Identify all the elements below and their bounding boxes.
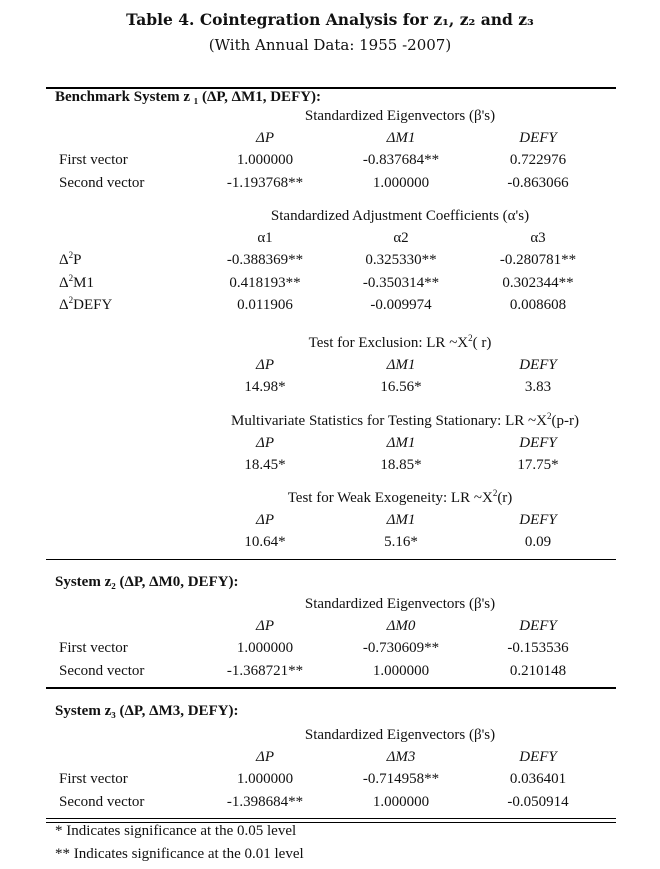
table-cell: 0.011906	[237, 297, 293, 313]
column-header: ΔM3	[386, 749, 416, 765]
table-cell: 1.000000	[372, 662, 430, 679]
row-label: First vector	[59, 152, 128, 168]
column-header: DEFY	[519, 357, 557, 373]
column-header: DEFY	[519, 435, 557, 451]
bottom-rule	[46, 822, 616, 823]
table-cell: 1.000000	[236, 771, 294, 787]
column-header: ΔM1	[386, 435, 416, 451]
column-header: ΔM1	[386, 512, 416, 528]
table-cell: 0.722976	[509, 152, 567, 168]
table-cell: 0.008608	[509, 297, 567, 313]
table-cell: -0.350314**	[362, 274, 440, 291]
system-heading: Benchmark System z ₁ (ΔP, ΔM1, DEFY):	[55, 89, 322, 105]
block-subtitle: Test for Weak Exogeneity: LR ~X2(r)	[287, 488, 513, 507]
table-cell: 5.16*	[384, 534, 418, 550]
block-subtitle: Test for Exclusion: LR ~X2( r)	[308, 333, 492, 352]
row-label: Second vector	[59, 662, 145, 679]
column-header: ΔP	[256, 512, 274, 528]
block-subtitle: Standardized Adjustment Coefficients (α'…	[270, 208, 530, 224]
table-cell: -0.388369**	[226, 252, 304, 268]
table-subtitle: (With Annual Data: 1955 -2007)	[208, 36, 452, 54]
block-subtitle: Standardized Eigenvectors (β's)	[304, 108, 496, 124]
table-cell: 1.000000	[236, 152, 294, 168]
table-cell: -0.009974	[370, 297, 432, 313]
column-header: DEFY	[519, 749, 557, 765]
table-cell: 0.325330**	[365, 252, 437, 268]
row-label: Δ2M1	[59, 272, 94, 291]
table-cell: 1.000000	[372, 793, 430, 810]
table-cell: 0.302344**	[502, 274, 574, 291]
table-cell: -0.280781**	[499, 252, 577, 268]
block-subtitle: Standardized Eigenvectors (β's)	[304, 596, 496, 612]
column-header: ΔP	[256, 357, 274, 373]
column-header: ΔP	[256, 618, 274, 634]
column-header: DEFY	[519, 512, 557, 528]
column-header: α2	[393, 230, 409, 246]
table-cell: 3.83	[524, 379, 552, 395]
table-cell: 1.000000	[372, 174, 430, 191]
table-cell: -0.153536	[507, 640, 569, 656]
row-label: First vector	[59, 640, 128, 656]
table-cell: 10.64*	[244, 534, 286, 550]
system-heading: System z₂ (ΔP, ΔM0, DEFY):	[55, 574, 239, 590]
table-cell: 14.98*	[244, 379, 286, 395]
table-cell: -1.398684**	[226, 793, 304, 810]
block-subtitle: Standardized Eigenvectors (β's)	[304, 727, 496, 743]
column-header: ΔP	[256, 749, 274, 765]
column-header: ΔM1	[386, 357, 416, 373]
table-cell: -0.730609**	[362, 640, 440, 656]
table-cell: 0.210148	[509, 662, 567, 679]
table-cell: -0.863066	[507, 174, 569, 191]
table-cell: 0.036401	[509, 771, 567, 787]
column-header: α3	[530, 230, 546, 246]
table-title: Table 4. Cointegration Analysis for z₁, …	[126, 10, 534, 29]
table-cell: 0.418193**	[229, 274, 301, 291]
column-header: ΔM0	[386, 618, 416, 634]
table-cell: 0.09	[524, 534, 552, 550]
column-header: ΔP	[256, 130, 274, 146]
column-header: DEFY	[519, 618, 557, 634]
table-cell: 16.56*	[380, 379, 422, 395]
block-subtitle: Multivariate Statistics for Testing Stat…	[231, 411, 579, 430]
table-cell: 1.000000	[236, 640, 294, 656]
column-header: DEFY	[519, 130, 557, 146]
table-cell: -0.714958**	[362, 771, 440, 787]
column-header: ΔP	[256, 435, 274, 451]
row-label: Δ2DEFY	[59, 295, 113, 314]
row-label: Second vector	[59, 793, 145, 810]
row-label: Δ2P	[59, 250, 82, 269]
system-heading: System z₃ (ΔP, ΔM3, DEFY):	[55, 703, 239, 719]
row-label: Second vector	[59, 174, 145, 191]
row-label: First vector	[59, 771, 128, 787]
table-cell: -1.193768**	[226, 174, 304, 191]
section-rule	[46, 687, 616, 689]
table-cell: 18.85*	[380, 457, 422, 473]
section-rule	[46, 559, 616, 560]
table-cell: 17.75*	[517, 457, 559, 473]
footnote: ** Indicates significance at the 0.01 le…	[55, 846, 304, 862]
footnote: * Indicates significance at the 0.05 lev…	[55, 823, 297, 839]
table-cell: -0.050914	[507, 793, 569, 810]
column-header: α1	[257, 230, 273, 246]
table-cell: -1.368721**	[226, 662, 304, 679]
top-rule	[46, 87, 616, 89]
bottom-rule	[46, 818, 616, 819]
table-cell: 18.45*	[244, 457, 286, 473]
column-header: ΔM1	[386, 130, 416, 146]
table-cell: -0.837684**	[362, 152, 440, 168]
